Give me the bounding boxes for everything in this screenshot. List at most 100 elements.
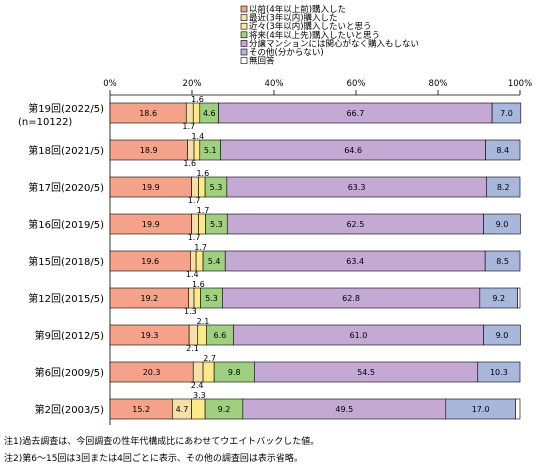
data-label: 2.1 — [186, 344, 199, 353]
data-label: 6.6 — [214, 331, 227, 340]
bar-segment — [197, 324, 207, 346]
x-tick-label: 40% — [265, 79, 284, 89]
bar-segment — [190, 250, 197, 272]
legend-swatch — [240, 40, 248, 47]
category-label: 第9回(2012/5) — [35, 329, 104, 342]
data-label: 5.4 — [208, 257, 221, 266]
x-tick-label: 100% — [508, 79, 532, 89]
data-label: 19.2 — [140, 294, 158, 303]
footnote-2: 注2)第6～15回は3回または4回ごとに表示、その他の調査回は表示省略。 — [4, 454, 303, 464]
bar-segment — [185, 102, 194, 124]
plot-area: 18.6 4.6 66.7 7.01.71.618.9 5.1 64.6 8.41.61.4… — [109, 95, 522, 420]
bar-segment — [188, 324, 199, 346]
data-label: 9.8 — [228, 368, 241, 377]
data-label: 1.6 — [196, 169, 209, 178]
x-tick-label: 0% — [103, 79, 117, 89]
data-label: 63.4 — [346, 257, 364, 266]
data-label: 1.7 — [197, 206, 210, 215]
data-label: 63.3 — [348, 183, 366, 192]
data-label: 5.1 — [204, 146, 217, 155]
data-label: 49.5 — [335, 405, 353, 414]
data-label: 19.9 — [142, 220, 160, 229]
category-label: 第19回(2022/5) — [28, 102, 104, 115]
bar-segment — [486, 176, 521, 198]
data-label: 5.3 — [210, 220, 223, 229]
legend-swatch — [240, 48, 248, 56]
legend-swatch — [240, 5, 248, 13]
legend: 以前(4年以上前)購入した最近(3年以内)購入した近々(3年以内)購入したいと思… — [240, 4, 419, 67]
data-label: 8.4 — [496, 146, 509, 155]
bar-segment — [187, 139, 195, 161]
data-label: 8.2 — [497, 183, 510, 192]
x-tick-label: 80% — [429, 79, 448, 89]
data-label: 9.0 — [496, 220, 509, 229]
data-label: 17.0 — [472, 405, 490, 414]
legend-label: その他(分からない) — [249, 47, 324, 58]
category-label: 第17回(2020/5) — [28, 181, 104, 194]
data-label: 1.3 — [184, 307, 197, 316]
x-tick-label: 60% — [347, 79, 366, 89]
legend-swatch — [240, 57, 248, 64]
bar-segment — [193, 287, 201, 309]
data-label: 1.4 — [186, 270, 199, 279]
data-label: 1.7 — [188, 233, 201, 242]
data-label: 2.4 — [191, 381, 204, 390]
data-label: 64.6 — [344, 146, 362, 155]
data-label: 54.5 — [357, 368, 375, 377]
data-label: 4.7 — [176, 405, 189, 414]
data-label: 4.6 — [203, 109, 216, 118]
data-label: 15.2 — [132, 405, 150, 414]
data-label: 19.6 — [141, 257, 159, 266]
legend-label: 将来(4年以上先)購入したいと思う — [249, 30, 380, 41]
data-label: 1.7 — [194, 243, 207, 252]
bar-segment — [191, 398, 206, 420]
data-label: 9.0 — [496, 331, 509, 340]
data-label: 8.5 — [496, 257, 509, 266]
data-label: 1.7 — [182, 122, 195, 131]
legend-label: 無回答 — [249, 56, 275, 67]
bar-segment — [198, 176, 206, 198]
bar-segment — [484, 250, 521, 272]
data-label: 5.3 — [210, 183, 223, 192]
bar-segment — [485, 139, 521, 161]
data-label: 1.6 — [183, 159, 196, 168]
legend-label: 以前(4年以上前)購入した — [249, 4, 346, 15]
bar-segment — [191, 176, 199, 198]
bar-segment-remainder — [515, 398, 521, 420]
legend-label: 近々(3年以内)購入したいと思う — [249, 21, 372, 32]
data-label: 10.3 — [490, 368, 508, 377]
bar-segment — [192, 102, 201, 124]
x-tick-label: 20% — [183, 79, 202, 89]
category-sublabel: (n=10122) — [18, 117, 72, 128]
bar-segment — [193, 139, 201, 161]
bar-segment — [195, 250, 204, 272]
data-label: 19.3 — [141, 331, 159, 340]
category-label: 第16回(2019/5) — [28, 218, 104, 231]
bar-segment — [483, 213, 521, 235]
legend-swatch — [240, 31, 248, 39]
legend-swatch — [240, 14, 248, 21]
legend-label: 最近(3年以内)購入した — [249, 13, 338, 24]
data-label: 1.6 — [192, 280, 205, 289]
data-label: 18.6 — [139, 109, 157, 118]
legend-label: 分譲マンションには関心がなく購入もしない — [249, 38, 419, 49]
data-label: 3.3 — [193, 391, 206, 400]
data-label: 1.7 — [188, 196, 201, 205]
data-label: 62.5 — [346, 220, 364, 229]
data-label: 18.9 — [140, 146, 158, 155]
data-label: 1.6 — [191, 95, 204, 104]
category-label: 第12回(2015/5) — [28, 292, 104, 305]
footnote-1: 注1)過去調査は、今回調査の性年代構成比にあわせてウエイトバックした値。 — [4, 437, 320, 447]
category-label: 第2回(2003/5) — [35, 403, 104, 416]
bar-segment — [202, 361, 215, 383]
bar-segment — [477, 361, 521, 383]
data-label: 66.7 — [346, 109, 364, 118]
data-label: 62.8 — [342, 294, 360, 303]
data-label: 7.0 — [500, 109, 513, 118]
data-label: 61.0 — [350, 331, 368, 340]
bar-segment — [188, 287, 195, 309]
data-label: 1.4 — [192, 132, 205, 141]
bar-segment-remainder — [517, 287, 521, 309]
bar-segment — [483, 324, 521, 346]
